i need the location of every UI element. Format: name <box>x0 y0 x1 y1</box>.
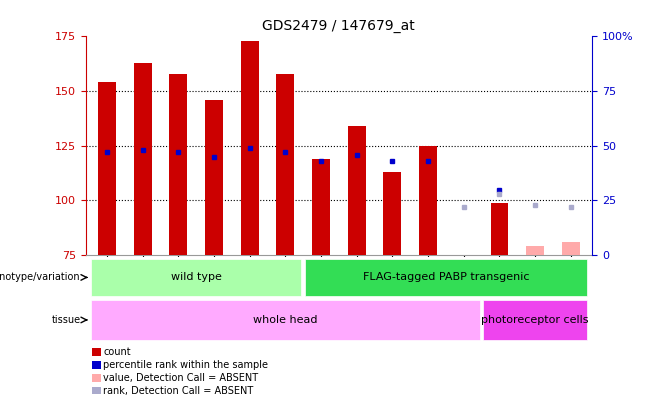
Text: rank, Detection Call = ABSENT: rank, Detection Call = ABSENT <box>103 386 253 396</box>
Bar <box>305 259 587 296</box>
Bar <box>205 100 223 255</box>
Bar <box>526 246 544 255</box>
Bar <box>134 63 151 255</box>
Text: FLAG-tagged PABP transgenic: FLAG-tagged PABP transgenic <box>363 273 529 282</box>
Text: wild type: wild type <box>170 273 222 282</box>
Text: photoreceptor cells: photoreceptor cells <box>482 315 589 325</box>
Bar <box>419 146 437 255</box>
Text: tissue: tissue <box>51 315 80 325</box>
Bar <box>241 41 259 255</box>
Bar <box>312 159 330 255</box>
Bar <box>91 259 301 296</box>
Bar <box>562 242 580 255</box>
Bar <box>384 172 401 255</box>
Bar <box>484 300 587 340</box>
Text: count: count <box>103 347 131 357</box>
Text: genotype/variation: genotype/variation <box>0 273 80 282</box>
Text: value, Detection Call = ABSENT: value, Detection Call = ABSENT <box>103 373 259 383</box>
Bar <box>169 74 188 255</box>
Bar <box>98 82 116 255</box>
Bar <box>276 74 294 255</box>
Title: GDS2479 / 147679_at: GDS2479 / 147679_at <box>263 19 415 33</box>
Bar <box>91 300 480 340</box>
Bar <box>490 202 509 255</box>
Text: percentile rank within the sample: percentile rank within the sample <box>103 360 268 370</box>
Bar <box>348 126 366 255</box>
Text: whole head: whole head <box>253 315 318 325</box>
